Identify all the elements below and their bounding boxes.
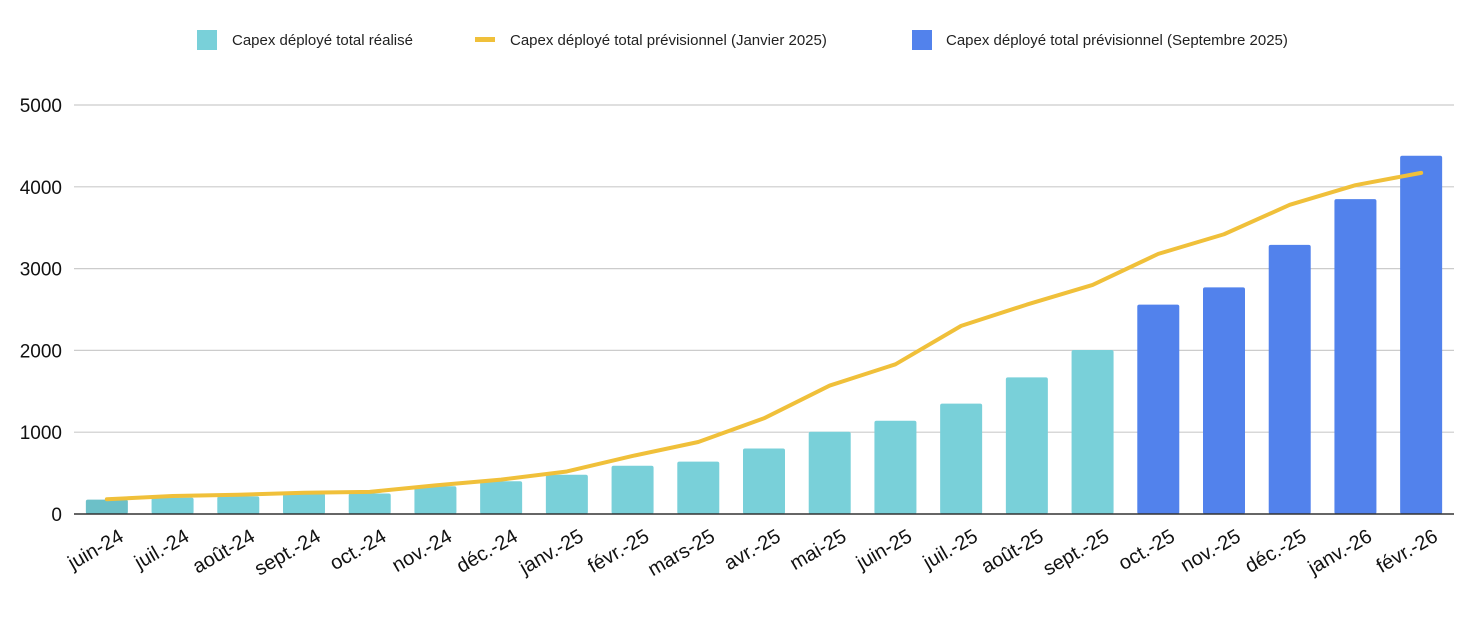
- x-tick-label: févr.-25: [584, 525, 653, 577]
- bar-previsionnel-septembre: [1203, 287, 1245, 514]
- gridlines: [74, 104, 1454, 433]
- legend-label-previsionnel-janvier: Capex déployé total prévisionnel (Janvie…: [510, 32, 827, 49]
- x-tick-label: sept.-24: [251, 525, 325, 580]
- legend-swatch-realise: [197, 30, 217, 50]
- x-tick-label: oct.-24: [326, 525, 390, 575]
- bar-previsionnel-septembre: [1268, 244, 1311, 515]
- x-tick-label: nov.-25: [1177, 525, 1244, 577]
- bar-realise: [283, 493, 325, 514]
- x-tick-label: oct.-25: [1115, 525, 1179, 575]
- x-tick-label: nov.-24: [388, 525, 455, 577]
- bar-realise: [348, 493, 391, 514]
- x-tick-label: déc.-24: [453, 525, 522, 577]
- x-tick-label: mai-25: [786, 525, 850, 575]
- bar-realise: [743, 448, 785, 514]
- bar-realise: [480, 481, 523, 514]
- x-tick-label: juil.-25: [919, 525, 982, 574]
- x-tick-label: juin-25: [852, 525, 916, 575]
- bar-previsionnel-septembre: [1400, 155, 1443, 514]
- forecast-line-layer: [104, 170, 1424, 502]
- bar-realise: [217, 496, 260, 514]
- x-tick-label: mars-25: [644, 525, 719, 581]
- bar-realise: [85, 499, 128, 514]
- bar-realise: [545, 474, 588, 514]
- bar-realise: [1005, 377, 1048, 514]
- y-tick-label: 3000: [20, 260, 62, 281]
- y-tick-label: 4000: [20, 178, 62, 199]
- x-tick-label: juil.-24: [130, 525, 193, 574]
- legend-swatch-previsionnel-septembre: [912, 30, 932, 50]
- y-tick-label: 0: [51, 505, 62, 526]
- x-tick-label: août-25: [978, 525, 1048, 578]
- bar-realise: [1071, 349, 1114, 514]
- y-tick-label: 2000: [20, 341, 62, 362]
- x-tick-label: août-24: [189, 525, 259, 578]
- y-tick-label: 1000: [20, 423, 62, 444]
- legend: Capex déployé total réalisé Capex déploy…: [197, 30, 1288, 50]
- bar-realise: [677, 461, 720, 514]
- bar-previsionnel-septembre: [1137, 304, 1180, 514]
- x-tick-label: janv.-25: [515, 525, 587, 579]
- x-tick-label: janv.-26: [1304, 525, 1376, 579]
- y-axis: 0 1000 2000 3000 4000 5000: [20, 96, 62, 526]
- bar-realise: [874, 420, 917, 514]
- bar-realise: [151, 497, 194, 514]
- bars: [85, 155, 1443, 515]
- bar-realise: [808, 431, 851, 514]
- x-tick-label: sept.-25: [1039, 525, 1113, 580]
- legend-label-realise: Capex déployé total réalisé: [232, 32, 413, 49]
- legend-swatch-previsionnel-janvier: [475, 37, 495, 42]
- x-tick-label: déc.-25: [1241, 525, 1310, 577]
- bar-realise: [414, 486, 457, 514]
- bar-realise: [611, 465, 654, 514]
- y-tick-label: 5000: [20, 96, 62, 117]
- legend-label-previsionnel-septembre: Capex déployé total prévisionnel (Septem…: [946, 32, 1288, 49]
- bar-previsionnel-septembre: [1334, 199, 1377, 514]
- x-tick-label: févr.-26: [1373, 525, 1442, 577]
- x-tick-label: avr.-25: [721, 525, 785, 575]
- bar-realise: [940, 403, 983, 514]
- x-tick-label: juin-24: [63, 525, 127, 575]
